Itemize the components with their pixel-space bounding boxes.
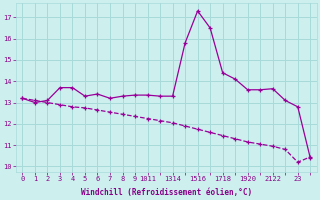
X-axis label: Windchill (Refroidissement éolien,°C): Windchill (Refroidissement éolien,°C) (81, 188, 252, 197)
